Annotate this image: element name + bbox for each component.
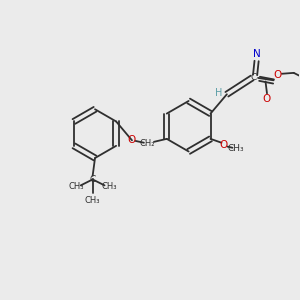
Text: CH₃: CH₃ bbox=[68, 182, 84, 191]
Text: H: H bbox=[215, 88, 222, 98]
Text: CH₃: CH₃ bbox=[227, 144, 244, 153]
Text: O: O bbox=[128, 135, 136, 145]
Text: CH₃: CH₃ bbox=[101, 182, 117, 191]
Text: O: O bbox=[219, 140, 227, 150]
Text: C: C bbox=[89, 175, 96, 184]
Text: N: N bbox=[253, 49, 260, 59]
Text: C: C bbox=[250, 74, 257, 82]
Text: O: O bbox=[263, 94, 271, 104]
Text: CH₃: CH₃ bbox=[85, 196, 100, 205]
Text: CH₂: CH₂ bbox=[140, 139, 155, 148]
Text: O: O bbox=[274, 70, 282, 80]
